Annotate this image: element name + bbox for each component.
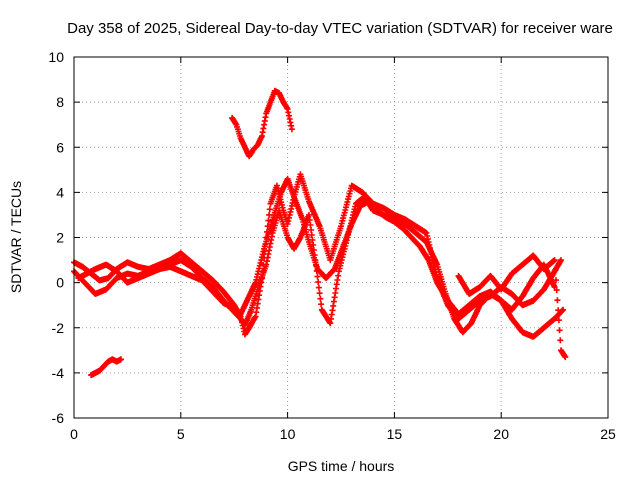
y-tick-label: -2 [52, 320, 65, 336]
series-trace-f [455, 252, 569, 361]
x-tick-label: 5 [177, 426, 185, 442]
axis-ticks: 0 5 10 15 20 25 -6 -4 -2 0 2 4 6 8 10 [48, 49, 616, 442]
x-tick-label: 20 [493, 426, 509, 442]
point-markers-trace-d [229, 87, 295, 160]
series-trace-e [88, 356, 124, 379]
y-tick-label: 0 [56, 275, 64, 291]
x-tick-label: 25 [600, 426, 616, 442]
y-tick-label: -6 [52, 410, 65, 426]
y-tick-label: 4 [56, 184, 64, 200]
data-points [71, 87, 569, 379]
y-tick-label: 2 [56, 230, 64, 246]
point-markers-trace-f [455, 252, 569, 361]
y-tick-label: 10 [48, 49, 64, 65]
grid-lines [74, 57, 608, 418]
x-tick-label: 10 [280, 426, 296, 442]
y-tick-label: 6 [56, 139, 64, 155]
x-axis-label: GPS time / hours [288, 458, 395, 474]
chart-title: Day 358 of 2025, Sidereal Day-to-day VTE… [67, 20, 613, 37]
y-axis-label: SDTVAR / TECUs [8, 181, 24, 293]
x-tick-label: 0 [70, 426, 78, 442]
series-trace-d [229, 87, 295, 160]
point-markers-trace-e [88, 356, 124, 379]
y-tick-label: -4 [52, 365, 65, 381]
point-markers-trace-c [75, 175, 567, 340]
x-tick-label: 15 [387, 426, 403, 442]
series-trace-c [75, 175, 567, 340]
y-tick-label: 8 [56, 94, 64, 110]
